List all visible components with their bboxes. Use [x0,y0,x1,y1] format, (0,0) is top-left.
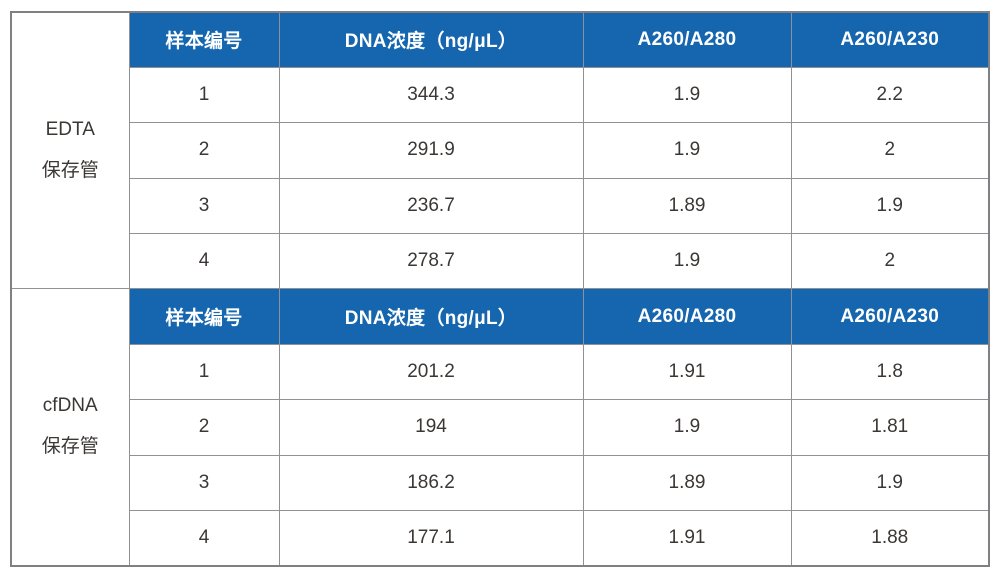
column-header-sample-id: 样本编号 [128,288,280,345]
cell-a260-a230: 2 [790,122,990,179]
cell-dna-concentration: 236.7 [278,177,584,235]
group-label-line1: cfDNA [42,395,98,417]
group-label-line2: 保存管 [41,159,99,181]
table-row: 1 201.2 1.91 1.8 [11,343,990,401]
cell-a260-a230: 2.2 [790,66,990,124]
cell-a260-a230: 1.9 [790,454,990,512]
header-row-cfdna: cfDNA 保存管 样本编号 DNA浓度（ng/μL） A260/A280 A2… [10,288,990,567]
cell-a260-a280: 1.91 [582,343,792,401]
table-row: 3 186.2 1.89 1.9 [11,454,990,512]
cell-sample-id: 4 [128,233,280,290]
cell-sample-id: 2 [128,122,280,179]
group-label-line1: EDTA [45,118,95,140]
cell-sample-id: 1 [128,343,280,401]
column-header-dna-concentration: DNA浓度（ng/μL） [278,11,584,68]
column-header-a260-a280: A260/A280 [582,288,792,345]
cell-dna-concentration: 291.9 [278,122,584,179]
cell-a260-a280: 1.9 [582,66,792,124]
row-group-label-edta: EDTA 保存管 [10,11,130,290]
table-row: 3 236.7 1.89 1.9 [11,177,990,235]
column-header-sample-id: 样本编号 [128,11,280,68]
cell-sample-id: 4 [128,510,280,567]
cell-a260-a230: 1.8 [790,343,990,401]
cell-sample-id: 2 [128,399,280,456]
dna-quality-table: EDTA 保存管 样本编号 DNA浓度（ng/μL） A260/A280 A26… [10,11,990,567]
cell-a260-a280: 1.9 [582,122,792,179]
cell-a260-a280: 1.89 [582,177,792,235]
table-row: 4 177.1 1.91 1.88 [11,510,990,567]
column-header-a260-a230: A260/A230 [790,288,990,345]
cell-a260-a230: 1.88 [790,510,990,567]
table-container: EDTA 保存管 样本编号 DNA浓度（ng/μL） A260/A280 A26… [10,11,990,567]
header-row-edta: EDTA 保存管 样本编号 DNA浓度（ng/μL） A260/A280 A26… [10,11,990,290]
row-group-label-cfdna: cfDNA 保存管 [10,288,130,567]
group-label-line2: 保存管 [41,436,99,458]
cell-dna-concentration: 186.2 [278,454,584,512]
column-header-a260-a280: A260/A280 [582,11,792,68]
table-row: 2 194 1.9 1.81 [11,399,990,456]
cell-dna-concentration: 201.2 [278,343,584,401]
cell-dna-concentration: 177.1 [278,510,584,567]
cell-sample-id: 1 [128,66,280,124]
table-row: 4 278.7 1.9 2 [11,233,990,290]
cell-dna-concentration: 278.7 [278,233,584,290]
cell-a260-a230: 1.81 [790,399,990,456]
cell-dna-concentration: 194 [278,399,584,456]
cell-a260-a230: 1.9 [790,177,990,235]
cell-a260-a280: 1.91 [582,510,792,567]
cell-a260-a230: 2 [790,233,990,290]
column-header-a260-a230: A260/A230 [790,11,990,68]
cell-sample-id: 3 [128,454,280,512]
cell-sample-id: 3 [128,177,280,235]
cell-a260-a280: 1.9 [582,233,792,290]
cell-dna-concentration: 344.3 [278,66,584,124]
table-row: 2 291.9 1.9 2 [11,122,990,179]
cell-a260-a280: 1.89 [582,454,792,512]
cell-a260-a280: 1.9 [582,399,792,456]
column-header-dna-concentration: DNA浓度（ng/μL） [278,288,584,345]
table-row: 1 344.3 1.9 2.2 [11,66,990,124]
